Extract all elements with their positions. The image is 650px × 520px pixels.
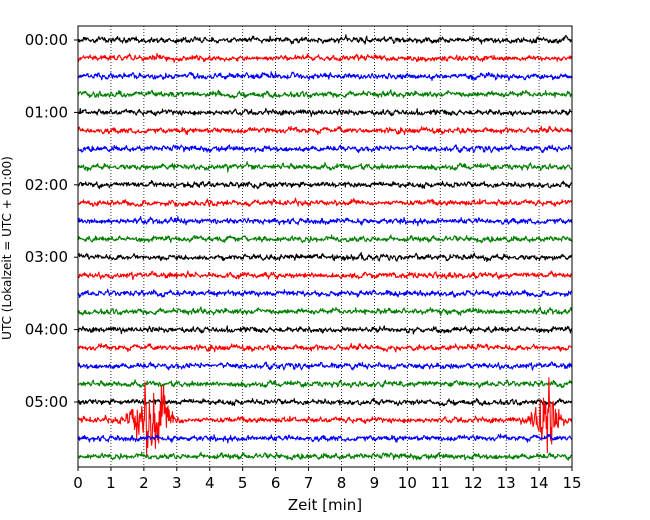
trace-0330 bbox=[77, 288, 573, 299]
trace-0300 bbox=[77, 251, 573, 263]
x-axis-label: Zeit [min] bbox=[288, 496, 362, 514]
y-axis-ticks: 00:00 01:00 02:00 03:00 04:00 05:00 bbox=[25, 31, 78, 411]
trace-0030 bbox=[77, 71, 573, 82]
trace-0430 bbox=[77, 361, 573, 371]
x-tick-label-0: 0 bbox=[73, 474, 83, 492]
trace-0230 bbox=[77, 215, 573, 227]
x-tick-label-10: 10 bbox=[398, 474, 417, 492]
x-tick-label-12: 12 bbox=[464, 474, 483, 492]
x-tick-label-4: 4 bbox=[205, 474, 215, 492]
trace-0245 bbox=[77, 234, 573, 244]
x-axis-ticks: 0 1 2 3 4 5 6 7 8 9 10 11 12 13 14 15 bbox=[73, 467, 582, 492]
plot-frame bbox=[77, 25, 573, 468]
y-axis-label: UTC (Lokalzeit = UTC + 01:00) bbox=[0, 156, 14, 340]
trace-0100 bbox=[77, 107, 573, 117]
y-tick-label-2: 02:00 bbox=[25, 176, 68, 194]
trace-0545 bbox=[77, 451, 573, 461]
seismic-traces bbox=[77, 34, 573, 461]
trace-0145 bbox=[77, 161, 573, 173]
trace-0215 bbox=[77, 197, 573, 208]
y-tick-label-3: 03:00 bbox=[25, 248, 68, 266]
y-tick-label-0: 00:00 bbox=[25, 31, 68, 49]
x-tick-label-1: 1 bbox=[106, 474, 116, 492]
x-tick-label-15: 15 bbox=[562, 474, 581, 492]
y-tick-label-5: 05:00 bbox=[25, 393, 68, 411]
x-tick-label-13: 13 bbox=[497, 474, 516, 492]
trace-0015 bbox=[77, 52, 573, 63]
trace-0130 bbox=[77, 144, 573, 154]
trace-0400 bbox=[77, 325, 573, 335]
y-tick-label-4: 04:00 bbox=[25, 321, 68, 339]
trace-0415 bbox=[77, 343, 573, 353]
x-tick-label-14: 14 bbox=[530, 474, 549, 492]
trace-0000 bbox=[77, 34, 573, 45]
trace-0515 bbox=[77, 377, 573, 456]
trace-0115 bbox=[77, 125, 573, 136]
x-tick-label-5: 5 bbox=[238, 474, 248, 492]
x-tick-label-9: 9 bbox=[370, 474, 380, 492]
x-tick-label-11: 11 bbox=[431, 474, 450, 492]
x-tick-label-3: 3 bbox=[172, 474, 182, 492]
trace-0445 bbox=[77, 379, 573, 389]
trace-0315 bbox=[77, 270, 573, 281]
trace-0500 bbox=[77, 397, 573, 407]
trace-0200 bbox=[77, 179, 573, 190]
y-tick-label-1: 01:00 bbox=[25, 103, 68, 121]
trace-0345 bbox=[77, 306, 573, 317]
x-tick-label-8: 8 bbox=[337, 474, 347, 492]
trace-0045 bbox=[77, 89, 573, 99]
x-tick-label-6: 6 bbox=[271, 474, 281, 492]
x-tick-label-2: 2 bbox=[139, 474, 149, 492]
x-tick-label-7: 7 bbox=[304, 474, 314, 492]
trace-0530 bbox=[77, 433, 573, 444]
